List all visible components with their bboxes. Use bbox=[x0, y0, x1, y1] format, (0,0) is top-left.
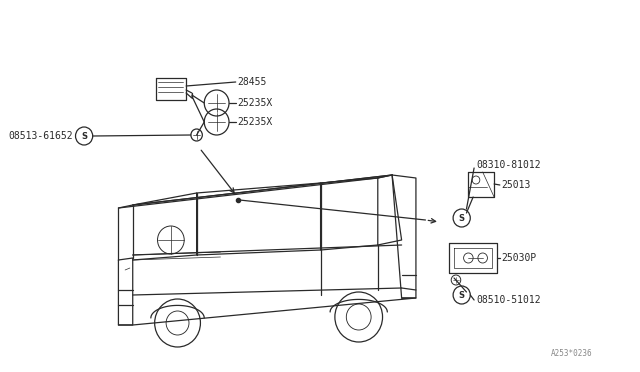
Text: 28455: 28455 bbox=[237, 77, 267, 87]
Text: S: S bbox=[459, 291, 465, 299]
Text: 08310-81012: 08310-81012 bbox=[476, 160, 541, 170]
Text: A253*0236: A253*0236 bbox=[550, 349, 593, 358]
Text: 25235X: 25235X bbox=[237, 98, 273, 108]
Text: 25030P: 25030P bbox=[502, 253, 537, 263]
Text: 08510-51012: 08510-51012 bbox=[476, 295, 541, 305]
Text: 25013: 25013 bbox=[502, 180, 531, 190]
Text: 08513-61652: 08513-61652 bbox=[8, 131, 73, 141]
Text: S: S bbox=[81, 131, 87, 141]
Text: 25235X: 25235X bbox=[237, 117, 273, 127]
Text: S: S bbox=[459, 214, 465, 222]
